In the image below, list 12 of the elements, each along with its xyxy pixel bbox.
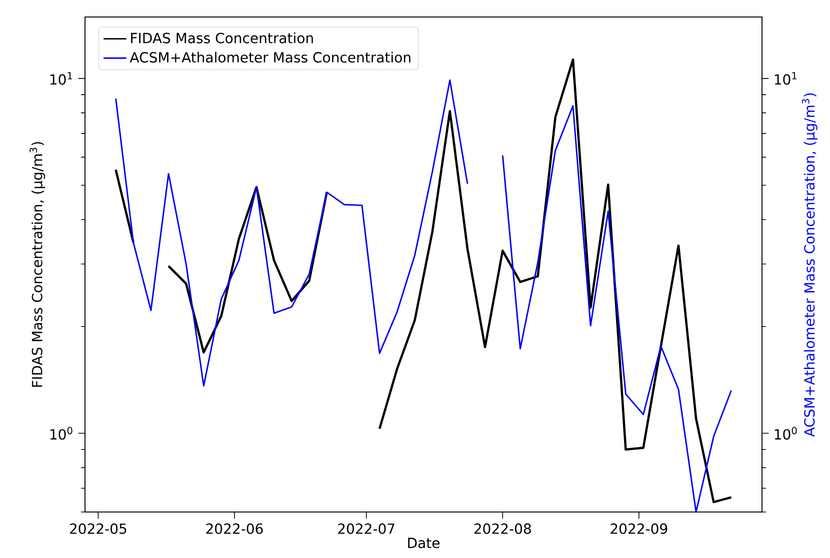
x-tick-label: 2022-06 xyxy=(206,523,263,534)
x-tick-label: 2022-07 xyxy=(338,523,394,534)
legend-label: ACSM+Athalometer Mass Concentration xyxy=(130,52,410,63)
text: 10$^{0}$ xyxy=(774,426,797,440)
x-tick-label: 2022-08 xyxy=(474,523,531,534)
y-axis-title: FIDAS Mass Concentration, (μg/m$^{3}$) xyxy=(30,142,46,387)
y2-axis-title: ACSM+Athalometer Mass Concentration, (μg/m$^{3}$) xyxy=(802,93,818,437)
text: 10$^{1}$ xyxy=(774,72,797,85)
legend-label: FIDAS Mass Concentration xyxy=(131,32,313,44)
x-tick-label: 2022-05 xyxy=(70,523,126,534)
x-axis-title: Date xyxy=(408,538,440,548)
x-tick-label: 2022-09 xyxy=(610,523,668,534)
